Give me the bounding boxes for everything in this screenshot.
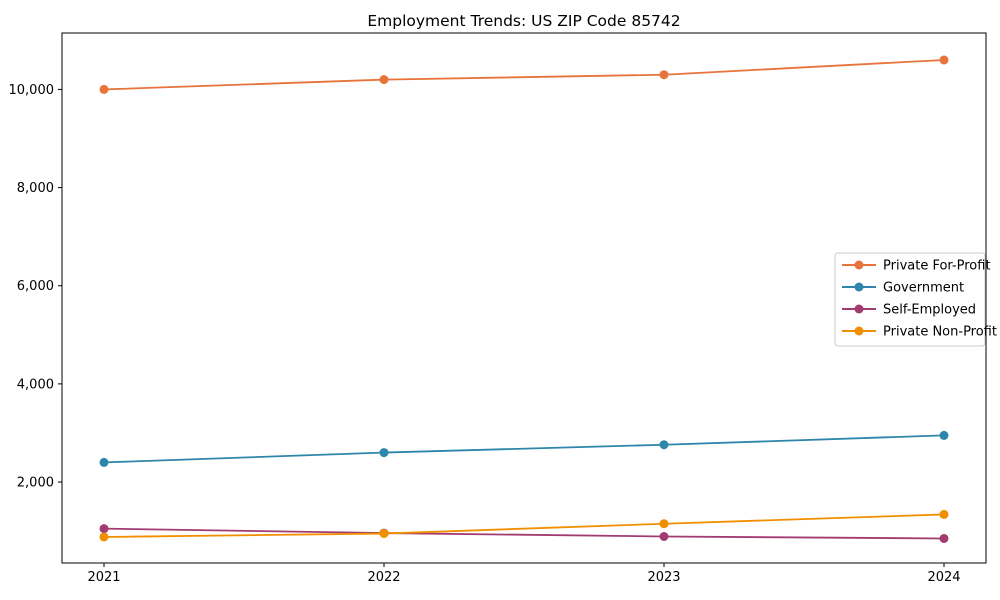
legend-label: Self-Employed: [883, 303, 976, 318]
data-point: [379, 448, 389, 458]
legend-marker: [854, 260, 864, 270]
data-point: [659, 532, 669, 541]
series-line-private-for-profit: [103, 59, 945, 91]
data-point: [659, 519, 669, 529]
legend-label: Private Non-Profit: [883, 325, 997, 340]
data-point: [939, 533, 949, 543]
y-tick-label: 4,000: [17, 377, 54, 392]
legend-marker: [854, 326, 864, 336]
data-point: [99, 532, 109, 542]
series-line-self-employed: [103, 527, 945, 540]
chart-title: Employment Trends: US ZIP Code 85742: [367, 12, 680, 30]
y-tick-label: 6,000: [17, 279, 54, 294]
legend: Private For-Profit Government Self-Employe…: [834, 252, 997, 347]
x-tick-label: 2021: [87, 570, 120, 585]
data-point: [379, 529, 389, 539]
plot-frame: [61, 32, 987, 564]
legend-marker: [854, 304, 864, 314]
data-point: [939, 55, 949, 65]
data-point: [379, 75, 389, 85]
data-point: [99, 524, 109, 534]
legend-frame: [834, 252, 986, 347]
legend-label: Private For-Profit: [883, 259, 991, 274]
x-tick-label: 2022: [367, 570, 400, 585]
y-tick-label: 8,000: [17, 181, 54, 196]
data-point: [659, 440, 669, 450]
x-tick-label: 2024: [927, 570, 960, 585]
data-point: [939, 430, 949, 440]
data-point: [939, 509, 949, 519]
x-tick-label: 2023: [647, 570, 680, 585]
data-point: [99, 84, 109, 94]
y-tick-label: 10,000: [9, 83, 55, 98]
data-point: [659, 70, 669, 80]
series-line-government: [103, 434, 945, 464]
series-layer: [99, 55, 949, 543]
axes-layer: 2,000 4,000 6,000 8,000 10,000 2021 2022 2023 20…: [9, 32, 987, 585]
data-point: [99, 457, 109, 467]
y-tick-label: 2,000: [17, 476, 54, 491]
legend-label: Government: [883, 281, 964, 296]
legend-marker: [854, 282, 864, 292]
series-line-private-non-profit: [103, 513, 945, 538]
